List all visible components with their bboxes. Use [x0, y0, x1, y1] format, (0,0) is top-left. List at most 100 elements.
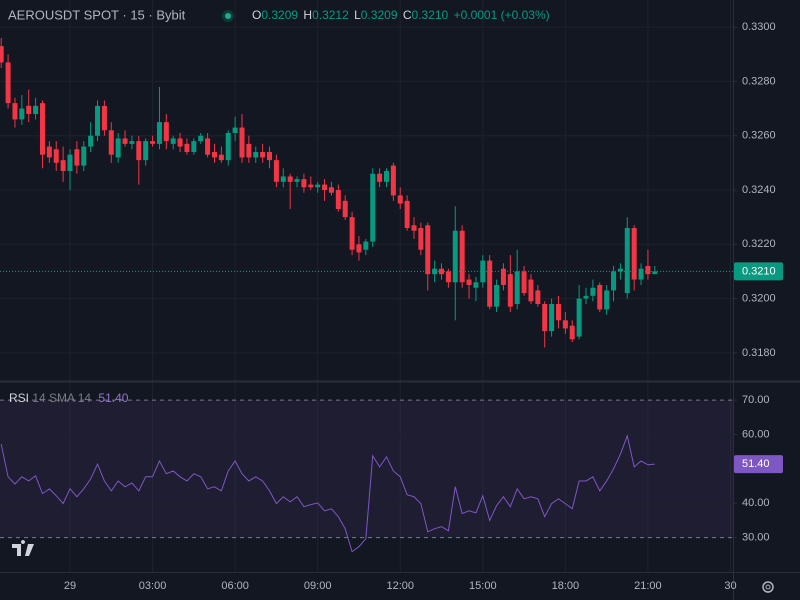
candle-body — [33, 105, 39, 114]
candle-body — [521, 271, 527, 294]
rsi-value-box — [734, 455, 783, 474]
candle-body — [549, 304, 555, 332]
candle-body — [232, 127, 238, 133]
candle-body — [335, 190, 341, 209]
rsi-line — [0, 434, 655, 553]
candle-body — [246, 143, 252, 158]
candle-body — [617, 268, 623, 272]
candle-body — [507, 274, 513, 307]
candle-body — [81, 146, 87, 166]
candle-body — [569, 325, 575, 340]
candle-body — [74, 149, 80, 166]
candle-body — [542, 304, 548, 332]
x-tick-label: 06:00 — [221, 580, 249, 592]
ohlc-legend: O0.3209 H0.3212 L0.3209 C0.3210 +0.0001 … — [252, 8, 550, 22]
candle-body — [239, 127, 245, 158]
x-tick-label: 30 — [724, 580, 736, 592]
candle-body — [5, 62, 11, 104]
candle-body — [315, 184, 321, 188]
candle-body — [370, 173, 376, 242]
settings-icon[interactable] — [762, 581, 774, 593]
candle-body — [287, 176, 293, 182]
rsi-title: RSI — [9, 391, 29, 405]
y-tick-label: 70.00 — [742, 394, 770, 406]
candle-body — [328, 187, 334, 193]
candle-body — [170, 138, 176, 144]
y-tick-label: 40.00 — [742, 497, 770, 509]
candle-body — [432, 268, 438, 275]
candle-body — [211, 152, 217, 158]
candle-body — [590, 287, 596, 296]
candle-body — [377, 173, 383, 182]
labels-layer: 0.3180 0.3200 0.3220 0.3240 0.3260 0.3280 0.33… — [64, 21, 783, 592]
candle-body — [363, 241, 369, 250]
candle-body — [308, 184, 314, 188]
candle-body — [473, 282, 479, 288]
candle-body — [143, 141, 149, 161]
marks-layer — [0, 38, 733, 553]
candle-body — [555, 304, 561, 321]
candle-body — [576, 298, 582, 337]
y-tick-label: 0.3260 — [742, 130, 776, 142]
ohlc-value: 0.3209 — [361, 8, 398, 22]
candle-body — [411, 225, 417, 231]
candle-body — [383, 171, 389, 182]
candle-body — [122, 138, 128, 144]
candle-body — [198, 135, 204, 142]
candle-body — [115, 138, 121, 158]
candle-body — [108, 130, 114, 155]
candle-body — [150, 141, 156, 144]
candle-body — [19, 108, 25, 120]
y-tick-label: 0.3300 — [742, 21, 776, 33]
candle-body — [225, 133, 231, 161]
candle-body — [101, 105, 107, 131]
change: +0.0001 (+0.03%) — [454, 8, 550, 22]
candle-body — [60, 160, 66, 171]
x-tick-label: 12:00 — [386, 580, 414, 592]
candle-body — [322, 184, 328, 190]
ohlc-value: 0.3210 — [412, 8, 449, 22]
candle-body — [95, 105, 101, 136]
candle-body — [12, 103, 18, 120]
candle-body — [205, 138, 211, 155]
y-tick-label: 60.00 — [742, 428, 770, 440]
candle-body — [267, 152, 273, 161]
tradingview-logo — [10, 540, 38, 560]
candle-body — [514, 271, 520, 304]
candle-body — [356, 244, 362, 253]
candle-body — [452, 230, 458, 283]
candle-body — [280, 176, 286, 182]
candle-body — [528, 279, 534, 302]
candle-body — [129, 141, 135, 144]
ohlc-key: O — [252, 8, 261, 22]
candle-body — [487, 260, 493, 307]
last-price-label: 0.3210 — [742, 265, 776, 277]
ohlc-value: 0.3212 — [312, 8, 349, 22]
rsi-value: 51.40 — [98, 391, 128, 405]
candle-body — [445, 271, 451, 283]
candle-body — [163, 122, 169, 142]
candle-body — [191, 141, 197, 152]
candle-body — [218, 154, 224, 161]
candle-body — [624, 228, 630, 294]
candle-body — [26, 105, 32, 114]
y-tick-label: 0.3240 — [742, 184, 776, 196]
candle-body — [53, 149, 59, 163]
rsi-value-label: 51.40 — [742, 458, 770, 470]
y-tick-label: 0.3220 — [742, 238, 776, 250]
candle-body — [88, 135, 94, 147]
candle-body — [404, 200, 410, 228]
candle-body — [0, 46, 4, 63]
candle-body — [156, 122, 162, 144]
candle-body — [500, 268, 506, 285]
candle-body — [349, 217, 355, 250]
candle-body — [260, 152, 266, 158]
candle-body — [466, 279, 472, 285]
x-tick-label: 15:00 — [469, 580, 497, 592]
ohlc-key: H — [303, 8, 312, 22]
candle-body — [583, 295, 589, 299]
candle-body — [638, 268, 644, 280]
candle-body — [611, 271, 617, 291]
